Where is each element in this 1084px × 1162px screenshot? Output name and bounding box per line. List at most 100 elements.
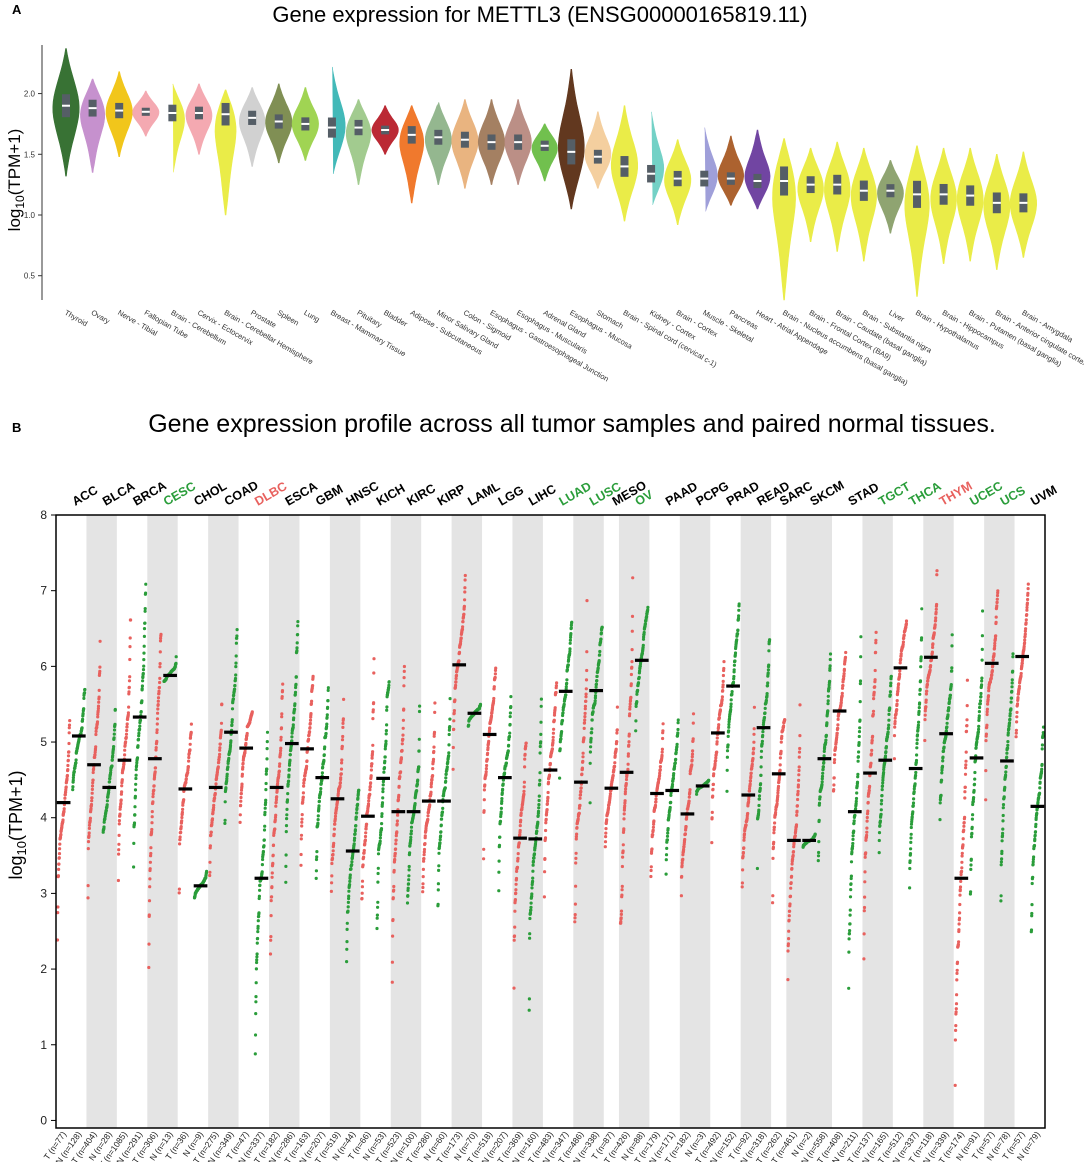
sample-point: [854, 796, 859, 801]
sample-point: [513, 909, 517, 913]
sample-point: [583, 718, 587, 722]
cancer-label: PAAD: [663, 479, 700, 508]
cancer-label: TGCT: [876, 479, 913, 508]
sample-point: [918, 692, 922, 696]
sample-point: [406, 886, 410, 890]
sample-point: [717, 716, 722, 720]
sample-point: [865, 833, 869, 838]
sample-point: [629, 695, 633, 699]
sample-point: [690, 758, 694, 762]
sample-point: [277, 769, 281, 773]
sample-point: [826, 694, 830, 698]
panel-b-ylabel-main: log: [6, 855, 26, 879]
sample-point: [546, 790, 550, 795]
sample-point: [751, 756, 755, 761]
sample-point: [226, 765, 230, 769]
sample-point: [901, 642, 905, 647]
sample-point: [836, 717, 840, 722]
sample-point: [132, 841, 136, 846]
sample-point: [817, 801, 822, 805]
sample-point: [265, 767, 269, 771]
sample-point: [539, 720, 543, 724]
cancer-label: UVM: [1028, 483, 1059, 509]
sample-point: [582, 736, 586, 740]
sample-point: [765, 692, 769, 696]
sample-point: [713, 762, 717, 766]
sample-point: [736, 616, 741, 620]
sample-point: [181, 807, 185, 812]
panel-a-ylabel-main: log: [5, 209, 24, 232]
sample-point: [513, 925, 517, 929]
sample-point: [159, 636, 163, 640]
sample-point: [1015, 720, 1019, 724]
sample-point: [396, 798, 400, 802]
sample-point: [543, 836, 548, 840]
sample-point: [530, 892, 534, 896]
sample-point: [624, 777, 629, 782]
sample-point: [908, 852, 913, 856]
sample-point: [1025, 605, 1029, 610]
sample-point: [380, 814, 384, 819]
sample-point: [667, 813, 671, 817]
sample-point: [233, 687, 237, 691]
sample-point: [147, 899, 152, 903]
violin: [717, 135, 745, 206]
sample-point: [1001, 803, 1006, 807]
sample-point: [733, 659, 737, 663]
sample-point: [273, 818, 277, 822]
sample-point: [275, 795, 279, 799]
sample-point: [887, 718, 891, 722]
sample-point: [536, 820, 540, 824]
sample-point: [1000, 857, 1004, 861]
sample-point: [352, 838, 356, 843]
sample-point: [534, 840, 538, 844]
sample-point: [1040, 743, 1044, 747]
sample-point: [977, 714, 981, 718]
sample-point: [140, 687, 144, 691]
sample-point: [270, 871, 274, 875]
sample-point: [824, 738, 828, 742]
sample-point: [149, 846, 153, 850]
sample-point: [497, 843, 502, 848]
sample-point: [957, 916, 962, 920]
sample-point: [260, 863, 264, 867]
sample-point: [531, 869, 535, 873]
sample-point: [914, 770, 918, 775]
sample-point: [143, 607, 147, 611]
sample-point: [710, 816, 714, 820]
sample-point: [296, 624, 300, 628]
sample-point: [748, 779, 753, 783]
sample-point: [322, 753, 326, 757]
sample-point: [749, 774, 753, 779]
sample-point: [484, 767, 488, 771]
sample-point: [620, 864, 625, 869]
sample-point: [432, 745, 436, 749]
sample-point: [562, 702, 566, 706]
sample-point: [515, 865, 520, 870]
sample-point: [133, 794, 137, 799]
sample-point: [796, 792, 800, 796]
sample-point: [641, 637, 646, 641]
sample-point: [1008, 712, 1012, 716]
sample-point: [290, 739, 294, 743]
sample-point: [233, 676, 238, 681]
sample-point: [241, 765, 245, 769]
sample-point: [795, 813, 799, 817]
sample-point: [279, 738, 283, 742]
sample-point: [535, 829, 539, 833]
sample-point: [426, 817, 430, 822]
sample-point: [238, 820, 242, 825]
sample-point: [895, 708, 899, 712]
sample-point: [958, 902, 962, 907]
median-bar: [437, 799, 451, 803]
sample-point: [117, 819, 121, 823]
violin-median: [540, 144, 549, 147]
violin-median: [992, 201, 1001, 204]
sample-point: [157, 685, 161, 690]
sample-point: [422, 853, 426, 857]
sample-point: [733, 651, 738, 655]
sample-point: [958, 911, 962, 915]
sample-point: [554, 690, 558, 695]
sample-point: [852, 821, 856, 825]
